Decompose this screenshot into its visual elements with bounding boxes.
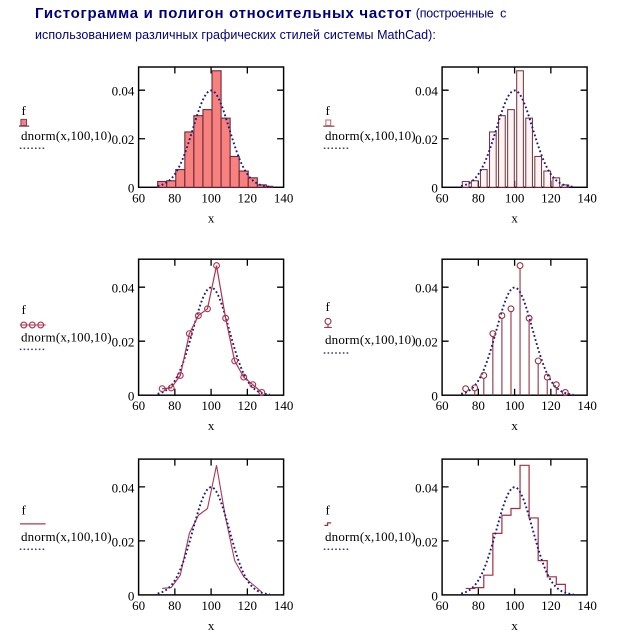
svg-text:0: 0 <box>128 389 135 404</box>
svg-text:dnorm(x,100,10): dnorm(x,100,10) <box>21 128 112 143</box>
svg-text:0.04: 0.04 <box>112 281 135 296</box>
svg-text:60: 60 <box>132 190 145 205</box>
svg-text:0.02: 0.02 <box>415 132 438 147</box>
svg-text:0.02: 0.02 <box>112 534 135 549</box>
svg-text:x: x <box>208 418 215 433</box>
svg-text:80: 80 <box>168 398 181 413</box>
svg-text:dnorm(x,100,10): dnorm(x,100,10) <box>325 529 416 544</box>
svg-text:0.04: 0.04 <box>415 480 438 495</box>
svg-text:f: f <box>22 302 27 317</box>
svg-text:x: x <box>511 618 518 633</box>
svg-text:140: 140 <box>577 398 597 413</box>
svg-text:0: 0 <box>431 389 438 404</box>
svg-text:dnorm(x,100,10): dnorm(x,100,10) <box>21 329 112 344</box>
svg-text:60: 60 <box>436 598 449 613</box>
svg-text:120: 120 <box>238 190 258 205</box>
svg-text:x: x <box>208 618 215 633</box>
svg-text:0: 0 <box>431 181 438 196</box>
svg-text:(построенные с: (построенные с <box>416 7 506 21</box>
svg-text:f: f <box>326 502 331 517</box>
svg-text:120: 120 <box>541 190 561 205</box>
svg-text:0.02: 0.02 <box>415 335 438 350</box>
svg-text:x: x <box>208 210 215 225</box>
svg-text:100: 100 <box>201 398 221 413</box>
svg-text:120: 120 <box>238 398 258 413</box>
svg-text:0.02: 0.02 <box>112 132 135 147</box>
svg-text:100: 100 <box>505 598 525 613</box>
svg-text:x: x <box>511 418 518 433</box>
svg-text:f: f <box>326 103 331 118</box>
svg-text:100: 100 <box>201 190 221 205</box>
svg-text:0.02: 0.02 <box>415 534 438 549</box>
svg-text:0.04: 0.04 <box>112 480 135 495</box>
svg-text:60: 60 <box>132 598 145 613</box>
svg-text:140: 140 <box>274 398 294 413</box>
svg-text:60: 60 <box>436 190 449 205</box>
svg-text:60: 60 <box>132 398 145 413</box>
svg-text:140: 140 <box>274 190 294 205</box>
svg-text:100: 100 <box>505 398 525 413</box>
svg-text:0.02: 0.02 <box>112 335 135 350</box>
svg-text:60: 60 <box>436 398 449 413</box>
svg-text:140: 140 <box>577 598 597 613</box>
svg-text:100: 100 <box>201 598 221 613</box>
svg-text:f: f <box>326 299 331 314</box>
svg-text:120: 120 <box>541 598 561 613</box>
svg-text:f: f <box>22 103 27 118</box>
svg-text:f: f <box>22 502 27 517</box>
svg-text:Гистограмма и полигон относите: Гистограмма и полигон относительных част… <box>35 5 412 22</box>
svg-text:80: 80 <box>168 598 181 613</box>
svg-text:80: 80 <box>472 598 485 613</box>
svg-text:80: 80 <box>472 190 485 205</box>
svg-text:0: 0 <box>128 588 135 603</box>
svg-text:dnorm(x,100,10): dnorm(x,100,10) <box>325 332 416 347</box>
svg-text:dnorm(x,100,10): dnorm(x,100,10) <box>325 128 416 143</box>
svg-text:x: x <box>511 210 518 225</box>
svg-text:0: 0 <box>128 181 135 196</box>
svg-text:использованием различных графи: использованием различных графических сти… <box>35 28 436 42</box>
svg-text:0.04: 0.04 <box>415 281 438 296</box>
svg-text:140: 140 <box>577 190 597 205</box>
svg-text:100: 100 <box>505 190 525 205</box>
svg-text:140: 140 <box>274 598 294 613</box>
svg-text:0.04: 0.04 <box>112 84 135 99</box>
svg-text:80: 80 <box>168 190 181 205</box>
svg-text:120: 120 <box>238 598 258 613</box>
svg-text:0: 0 <box>431 588 438 603</box>
svg-text:80: 80 <box>472 398 485 413</box>
svg-text:0.04: 0.04 <box>415 84 438 99</box>
svg-text:120: 120 <box>541 398 561 413</box>
svg-text:dnorm(x,100,10): dnorm(x,100,10) <box>21 529 112 544</box>
